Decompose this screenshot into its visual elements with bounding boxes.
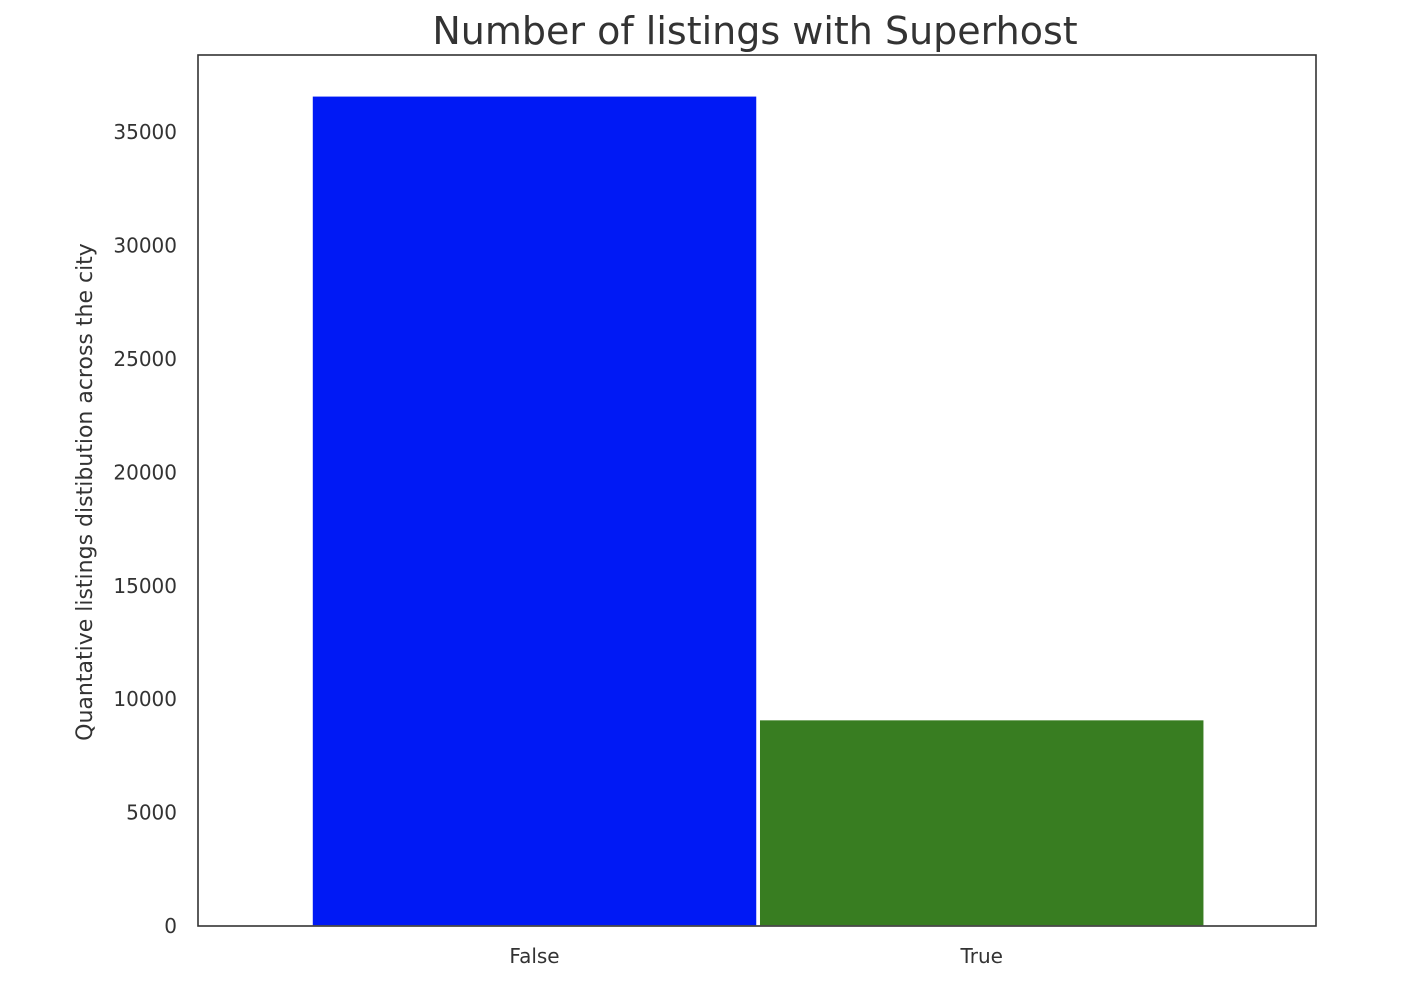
- bar-true: [758, 718, 1205, 927]
- y-tick-label: 25000: [113, 347, 177, 371]
- y-tick-label: 30000: [113, 234, 177, 258]
- plot-area-frame: [197, 54, 1317, 927]
- y-axis-ticks: 0 5000 10000 15000 20000 25000 30000 35000: [113, 120, 177, 938]
- y-tick-label: 0: [164, 914, 177, 938]
- y-tick-label: 5000: [126, 801, 177, 825]
- y-tick-label: 20000: [113, 460, 177, 484]
- y-tick-label: 35000: [113, 120, 177, 144]
- y-axis-title: Quantative listings distibution across t…: [73, 243, 98, 741]
- y-tick-label: 15000: [113, 574, 177, 598]
- x-tick-label: True: [959, 944, 1002, 968]
- x-axis-ticks: False True: [509, 944, 1003, 968]
- y-tick-label: 10000: [113, 687, 177, 711]
- bar-false: [311, 95, 758, 927]
- bars-layer: [311, 95, 1205, 927]
- chart-title: Number of listings with Superhost: [432, 9, 1077, 53]
- x-tick-label: False: [509, 944, 559, 968]
